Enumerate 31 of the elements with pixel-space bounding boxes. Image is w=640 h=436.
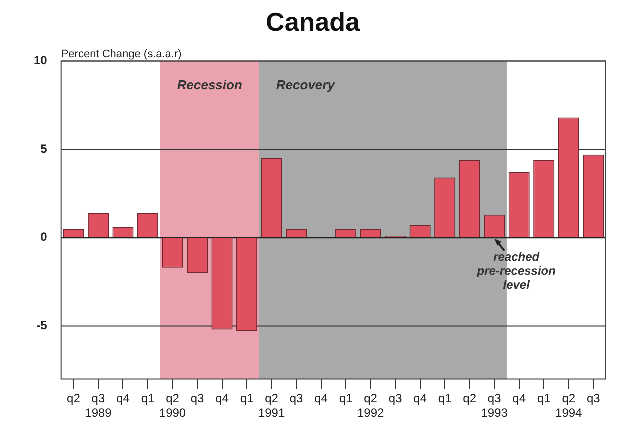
x-tick-label: q2 1994 — [556, 392, 583, 420]
y-tick-label: 0 — [40, 230, 48, 244]
x-tick-label: q1 — [141, 392, 155, 406]
x-tick-label: q4 — [314, 392, 328, 406]
x-tick-label: q1 — [339, 392, 354, 406]
x-tick-label: q4 — [512, 392, 526, 406]
x-tick-label: q3 — [586, 392, 601, 406]
x-tick-label: q4 — [414, 392, 428, 406]
x-tick-label: q2 1991 — [258, 392, 286, 420]
x-tick-label: q3 1989 — [85, 392, 112, 420]
x-tick-label: q3 1993 — [481, 392, 508, 420]
x-tick-label: q4 — [216, 392, 230, 406]
x-tick-label: q2 1990 — [159, 392, 186, 420]
x-tick-label: q1 — [240, 392, 254, 406]
y-tick-label: -5 — [36, 318, 48, 333]
x-tick-label: q1 — [438, 392, 452, 406]
x-tick-label: q3 — [190, 392, 205, 406]
x-tick-label: q1 — [537, 392, 552, 406]
x-tick-label: q2 — [463, 392, 477, 406]
band-label: Recovery — [276, 77, 336, 92]
band-label: Recession — [177, 77, 242, 92]
x-tick-label: q4 — [116, 392, 130, 406]
y-axis-title: Percent Change (s.a.a.r) — [61, 48, 182, 61]
x-tick-label: q3 — [290, 392, 304, 406]
y-tick-label: 10 — [34, 54, 48, 68]
x-tick-label: q2 — [67, 392, 81, 406]
x-tick-label: q3 — [388, 392, 403, 406]
y-tick-label: 5 — [40, 142, 48, 156]
x-tick-label: q2 1992 — [357, 392, 384, 420]
annotation: reached pre-recession level — [476, 250, 556, 292]
chart-title: Canada — [266, 6, 360, 37]
